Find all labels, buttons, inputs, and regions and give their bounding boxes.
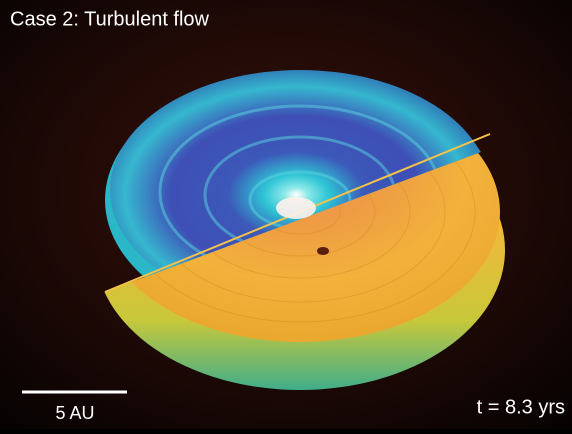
planet-gap — [317, 247, 329, 255]
page: Case 2: Turbulent flow 5 AU t = 8.3 yrs … — [0, 0, 572, 429]
title: Case 2: Turbulent flow — [10, 8, 210, 30]
scale-label: 5 AU — [55, 403, 94, 423]
star-glow — [276, 197, 316, 219]
time-label: t = 8.3 yrs — [477, 396, 565, 418]
simulation-frame: Case 2: Turbulent flow 5 AU t = 8.3 yrs — [0, 0, 572, 429]
